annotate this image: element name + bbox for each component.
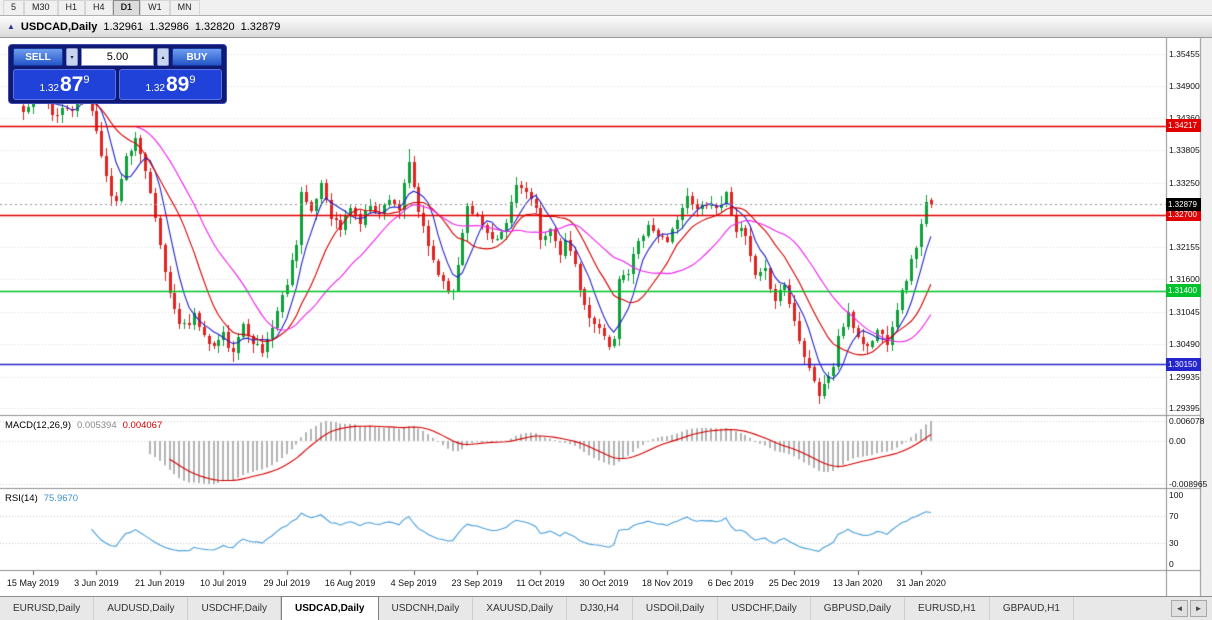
timeframe-button-mn[interactable]: MN [169,0,200,15]
buy-price-pips: 89 [165,72,190,96]
timeframe-toolbar: 5 M30 H1 H4 D1 W1 MN [0,0,1212,16]
tabs-scroll-arrows: ◄ ► [1171,597,1212,620]
chart-icon: ▲ [7,22,15,31]
tabs-scroll-left-button[interactable]: ◄ [1171,600,1188,617]
tab-gbpusd-daily[interactable]: GBPUSD,Daily [810,597,906,620]
timeframe-button-5[interactable]: 5 [3,0,25,15]
timeframe-button-w1[interactable]: W1 [140,0,170,15]
tab-usdcad-daily[interactable]: USDCAD,Daily [281,596,379,620]
rsi-name: RSI(14) [5,493,38,504]
tab-eurusd-daily[interactable]: EURUSD,Daily [0,597,95,620]
sell-price-pips: 87 [59,72,84,96]
volume-decrease-icon: ▾ [70,54,74,61]
tab-usdchf-daily[interactable]: USDCHF,Daily [718,597,811,620]
tab-dj30-h4[interactable]: DJ30,H4 [566,597,633,620]
buy-price-pipette: 9 [189,74,196,86]
timeframe-button-d1[interactable]: D1 [112,0,141,15]
sell-price-prefix: 1.32 [39,83,59,94]
tab-usdcnh-daily[interactable]: USDCNH,Daily [378,597,474,620]
tabs-scroll-right-button[interactable]: ► [1190,600,1207,617]
timeframe-button-h1[interactable]: H1 [57,0,86,15]
buy-button[interactable]: BUY [172,48,222,66]
chart-tabs: EURUSD,Daily AUDUSD,Daily USDCHF,Daily USDC… [0,596,1074,620]
tab-xauusd-daily[interactable]: XAUUSD,Daily [473,597,567,620]
timeframe-button-m30[interactable]: M30 [24,0,58,15]
scroll-right-icon: ► [1194,604,1203,613]
chart-tabs-bar: EURUSD,Daily AUDUSD,Daily USDCHF,Daily USDC… [0,596,1212,620]
volume-decrease-button[interactable]: ▾ [66,48,78,66]
tab-audusd-daily[interactable]: AUDUSD,Daily [94,597,189,620]
chart-title-open: 1.32961 [103,20,144,33]
volume-increase-button[interactable]: ▴ [157,48,169,66]
macd-name: MACD(12,26,9) [5,420,71,431]
current-price-badge: 1.32879 [1166,197,1201,211]
chart-title-low: 1.32820 [194,20,235,33]
chart-region: 1.35455 1.34900 1.34360 1.33805 1.33250 1.326… [0,38,1212,596]
tab-gbpaud-h1[interactable]: GBPAUD,H1 [989,597,1074,620]
sell-button[interactable]: SELL [13,48,63,66]
chart-title-close: 1.32879 [240,20,281,33]
scroll-left-icon: ◄ [1175,604,1184,613]
chart-title-symbol: USDCAD,Daily [20,20,98,33]
macd-indicator-label: MACD(12,26,9) 0.005394 0.004067 [5,420,162,431]
volume-input[interactable] [81,48,154,66]
rsi-value: 75.9670 [43,493,79,504]
chart-titlebar: ▲ USDCAD,Daily 1.32961 1.32986 1.32820 1… [0,16,1212,38]
macd-signal-value: 0.004067 [122,420,163,431]
sell-price-pipette: 9 [83,74,90,86]
buy-price-display[interactable]: 1.32 89 9 [119,69,222,100]
chart-canvas[interactable] [0,38,1212,596]
rsi-indicator-label: RSI(14) 75.9670 [5,493,78,504]
tab-usdoil-daily[interactable]: USDOil,Daily [632,597,719,620]
tab-usdchf-daily[interactable]: USDCHF,Daily [188,597,282,620]
sell-price-display[interactable]: 1.32 87 9 [13,69,116,100]
macd-main-value: 0.005394 [77,420,117,431]
volume-increase-icon: ▴ [161,54,165,61]
chart-title-high: 1.32986 [149,20,189,33]
buy-price-prefix: 1.32 [145,83,165,94]
timeframe-button-h4[interactable]: H4 [85,0,113,15]
one-click-trading-panel: SELL ▾ ▴ BUY 1.32 87 9 1.32 89 9 [8,44,227,104]
tab-eurusd-h1[interactable]: EURUSD,H1 [905,597,990,620]
